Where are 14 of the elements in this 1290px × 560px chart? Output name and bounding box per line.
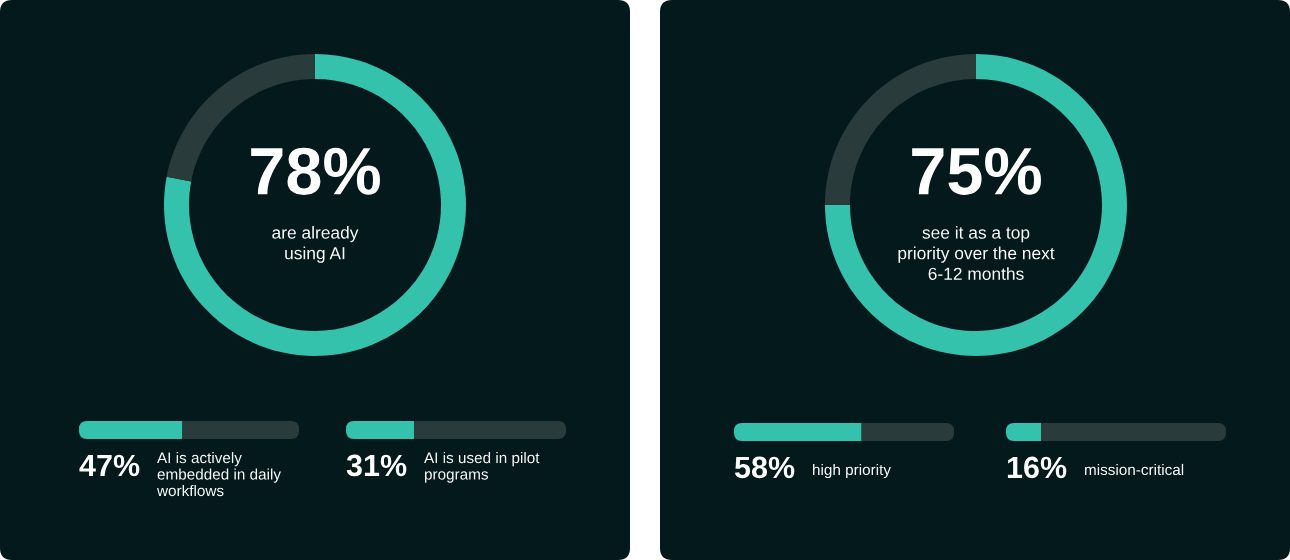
data-label: 31%: [346, 454, 407, 477]
data-label: 58%: [734, 456, 795, 479]
data-label: 78%: [251, 147, 380, 195]
data-label: 47%: [79, 454, 140, 477]
category-label: mission-critical: [1085, 463, 1184, 476]
donut-slice: [825, 54, 1127, 356]
data-label: 16%: [1007, 456, 1067, 479]
donut-slice: [164, 54, 466, 356]
slice-label: are already using AI: [272, 226, 359, 263]
category-label: AI is actively embedded in daily workflows: [156, 452, 281, 497]
slice-label: see it as a top priority over the next 6-12 months: [898, 226, 1055, 280]
data-label: 75%: [912, 147, 1041, 195]
category-label: AI is used in pilot programs: [424, 452, 540, 483]
category-label: high priority: [813, 463, 891, 479]
